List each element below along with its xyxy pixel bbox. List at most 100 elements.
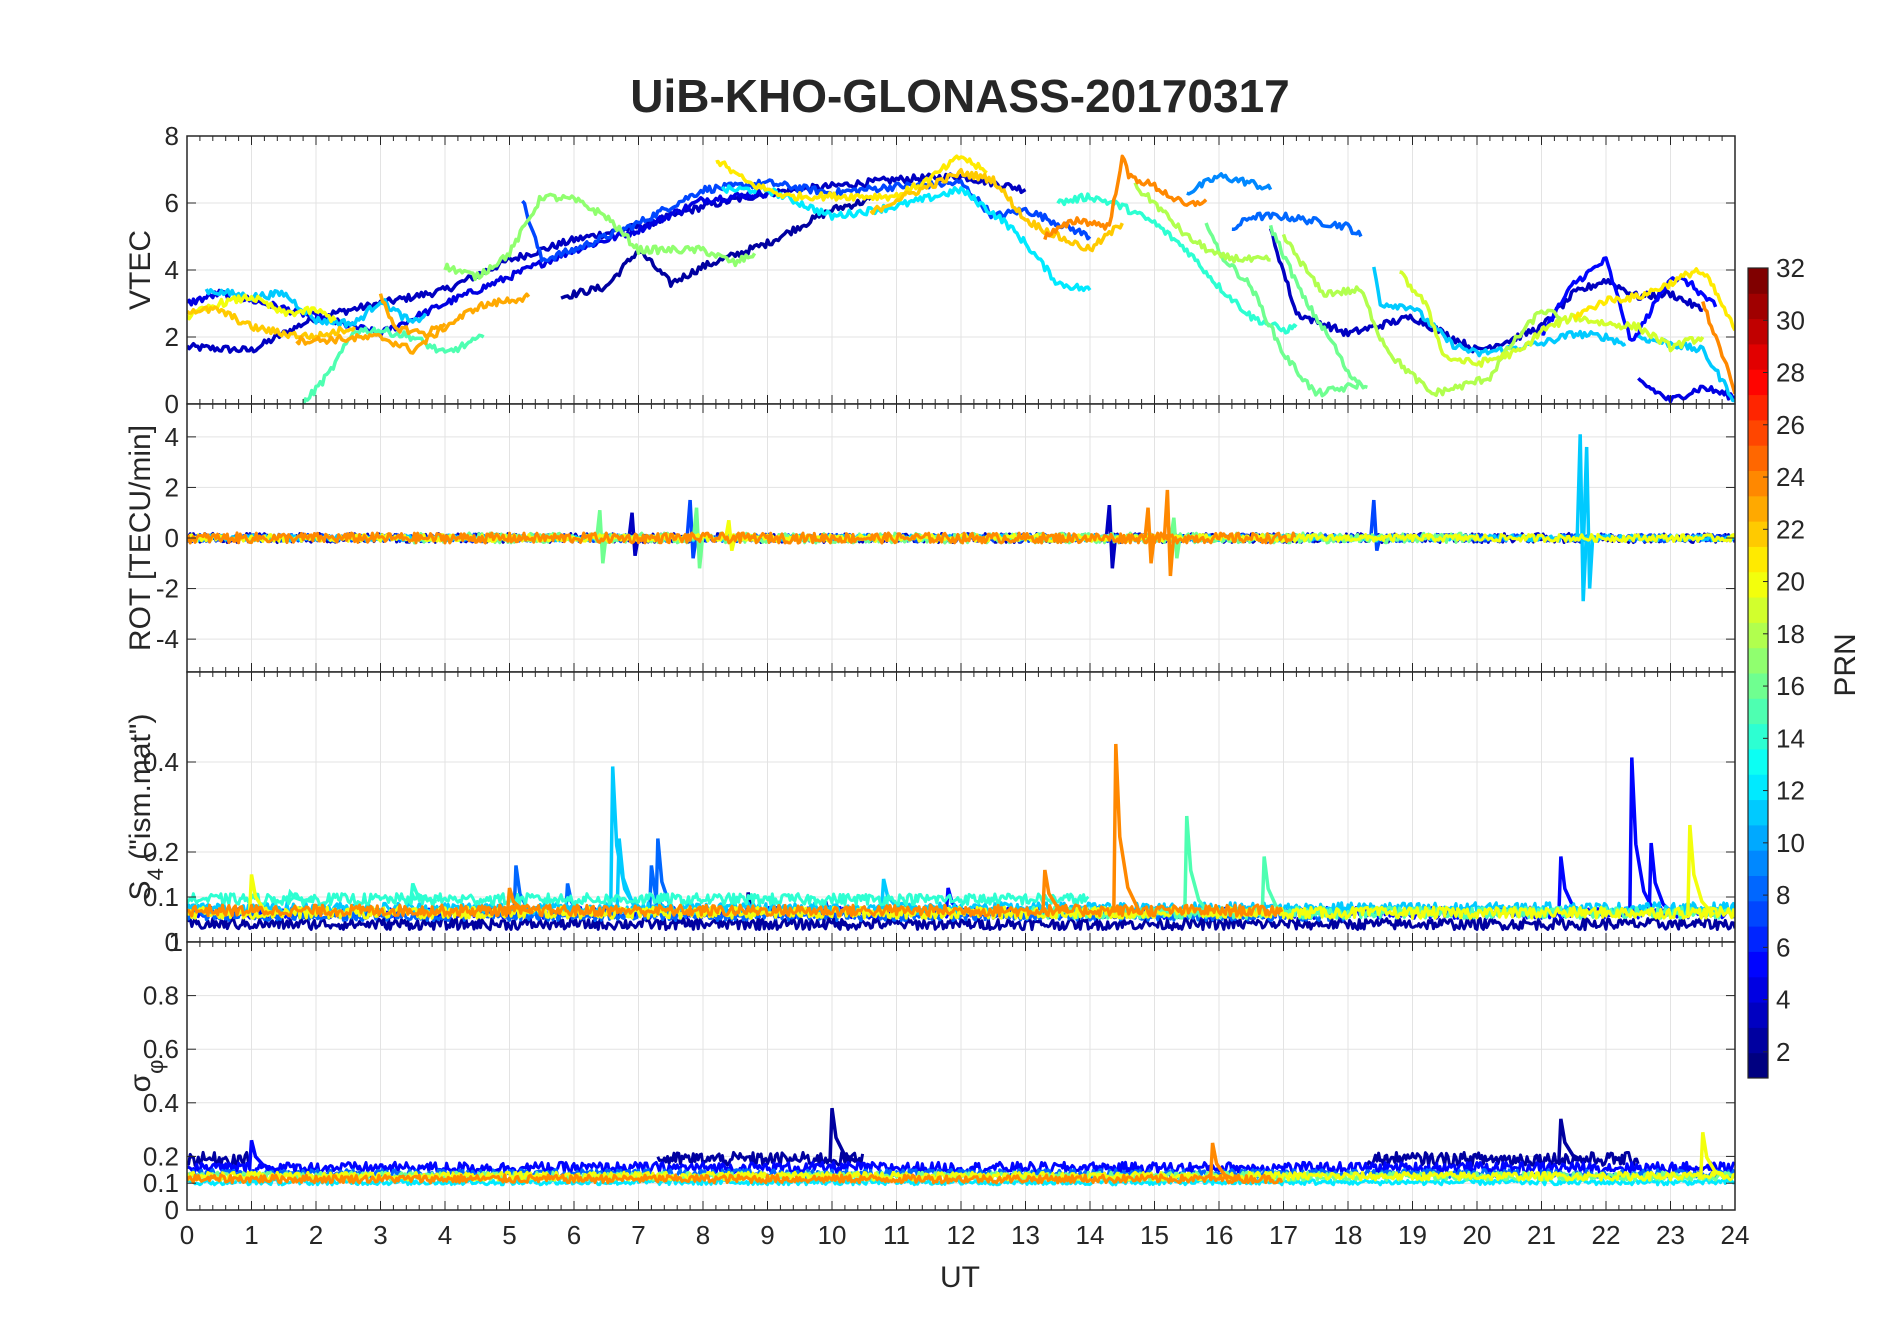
- series-prn-2: [187, 1150, 252, 1168]
- spike-prn-7: [685, 499, 698, 559]
- colorbar-tick-label: 8: [1776, 880, 1790, 910]
- colorbar-band: [1748, 445, 1768, 471]
- colorbar-band: [1748, 1052, 1768, 1079]
- vtec-series-prn-17: [443, 192, 757, 282]
- y-tick-label: -4: [156, 624, 179, 654]
- x-tick-label: 16: [1205, 1220, 1234, 1250]
- series-prn-24: [187, 903, 1284, 918]
- spike-prn-24: [1143, 507, 1156, 564]
- x-tick-label: 11: [883, 1220, 910, 1250]
- colorbar-tick-label: 16: [1776, 671, 1805, 701]
- vtec-series-prn-22: [869, 167, 1124, 253]
- y-axis-label: ROT [TECU/min]: [124, 425, 157, 651]
- spike-prn-2: [828, 1107, 857, 1164]
- spike-prn-14: [409, 882, 438, 904]
- colorbar-tick-label: 20: [1776, 567, 1805, 597]
- colorbar-band: [1748, 1002, 1768, 1028]
- vtec-series-prn-24: [1043, 154, 1208, 241]
- vtec-series-prn-18: [1133, 182, 1271, 264]
- spike-prn-2: [1557, 1118, 1586, 1164]
- vtec-series-prn-8: [1231, 211, 1363, 238]
- x-tick-label: 7: [631, 1220, 645, 1250]
- panel-3: 0 0.1 0.2 0.4 1S4 ("ism.mat"): [124, 671, 1736, 957]
- colorbar-tick-label: 12: [1776, 776, 1805, 806]
- vtec-series-prn-5: [1541, 256, 1718, 342]
- series-prn-20: [187, 1170, 1735, 1182]
- series-prn-12: [187, 1177, 1735, 1187]
- x-tick-label: 21: [1527, 1220, 1556, 1250]
- colorbar-tick-label: 32: [1776, 253, 1805, 283]
- colorbar-frame: [1747, 267, 1769, 1079]
- series-prn-24: [187, 531, 1297, 545]
- spike-prn-20: [247, 874, 277, 917]
- x-tick-label: 18: [1334, 1220, 1363, 1250]
- colorbar-band: [1748, 698, 1768, 725]
- spike-prn-24: [1162, 489, 1176, 577]
- x-tick-label: 19: [1398, 1220, 1427, 1250]
- spike-prn-20: [1699, 1132, 1728, 1180]
- vtec-series-prn-19: [1399, 270, 1705, 368]
- colorbar-tick-label: 6: [1776, 932, 1790, 962]
- colorbar-band: [1748, 673, 1768, 699]
- spike-prn-24: [1041, 869, 1070, 915]
- colorbar-tick-label: 18: [1776, 619, 1805, 649]
- colorbar-band: [1748, 495, 1768, 522]
- colorbar-band: [1748, 824, 1768, 851]
- colorbar-band: [1748, 318, 1768, 345]
- x-tick-label: 14: [1076, 1220, 1105, 1250]
- colorbar-band: [1748, 597, 1768, 623]
- vtec-series-prn-11: [1372, 266, 1627, 358]
- y-tick-label: 8: [165, 121, 179, 151]
- vtec-series-prn-23: [378, 293, 447, 338]
- x-tick-label: 4: [438, 1220, 452, 1250]
- spike-prn-20: [724, 520, 737, 552]
- spike-prn-24: [505, 887, 535, 915]
- x-tick-label: 20: [1463, 1220, 1492, 1250]
- y-axis-label-subscript: 4: [143, 868, 168, 880]
- colorbar-band: [1748, 521, 1768, 547]
- colorbar-tick-label: 10: [1776, 828, 1805, 858]
- y-tick-label: 0.4: [143, 1088, 179, 1118]
- y-tick-label: 0: [165, 927, 179, 957]
- colorbar-band: [1748, 723, 1768, 750]
- colorbar-band: [1748, 647, 1768, 674]
- spike-prn-24: [1112, 743, 1142, 914]
- vtec-series-prn-22: [187, 305, 357, 342]
- colorbar-tick-label: 28: [1776, 358, 1805, 388]
- colorbar-band: [1748, 850, 1768, 876]
- vtec-series-prn-24: [1701, 301, 1735, 395]
- colorbar-tick-label: 26: [1776, 410, 1805, 440]
- spike-prn-5: [247, 1139, 277, 1172]
- y-axis-label: S4 ("ism.mat"): [124, 714, 168, 901]
- colorbar-band: [1748, 394, 1768, 421]
- vtec-series-prn-21: [1572, 267, 1735, 332]
- colorbar-tick-label: 22: [1776, 514, 1805, 544]
- colorbar-band: [1748, 470, 1768, 497]
- colorbar-band: [1748, 622, 1768, 649]
- colorbar-label: PRN: [1829, 633, 1862, 696]
- vtec-series-prn-16: [1268, 224, 1368, 390]
- colorbar-band: [1748, 268, 1768, 294]
- vtec-series-prn-9: [1186, 172, 1273, 196]
- x-tick-label: 3: [373, 1220, 387, 1250]
- colorbar-band: [1748, 748, 1768, 775]
- colorbar-band: [1748, 951, 1768, 978]
- x-tick-label: 22: [1592, 1220, 1621, 1250]
- spike-prn-11: [1575, 434, 1588, 602]
- y-tick-label: 0.2: [143, 1141, 179, 1171]
- colorbar-tick-label: 30: [1776, 305, 1805, 335]
- vtec-series-prn-16: [1204, 222, 1363, 398]
- colorbar-band: [1748, 875, 1768, 902]
- y-tick-label: 6: [165, 188, 179, 218]
- colorbar-tick-label: 14: [1776, 723, 1805, 753]
- spike-prn-24: [1208, 1142, 1238, 1183]
- spike-prn-11: [1581, 446, 1595, 589]
- series-group: [187, 434, 1735, 602]
- colorbar-tick-label: 24: [1776, 462, 1805, 492]
- series-prn-20: [187, 905, 1735, 920]
- x-tick-label: 12: [947, 1220, 976, 1250]
- x-tick-label: 9: [760, 1220, 774, 1250]
